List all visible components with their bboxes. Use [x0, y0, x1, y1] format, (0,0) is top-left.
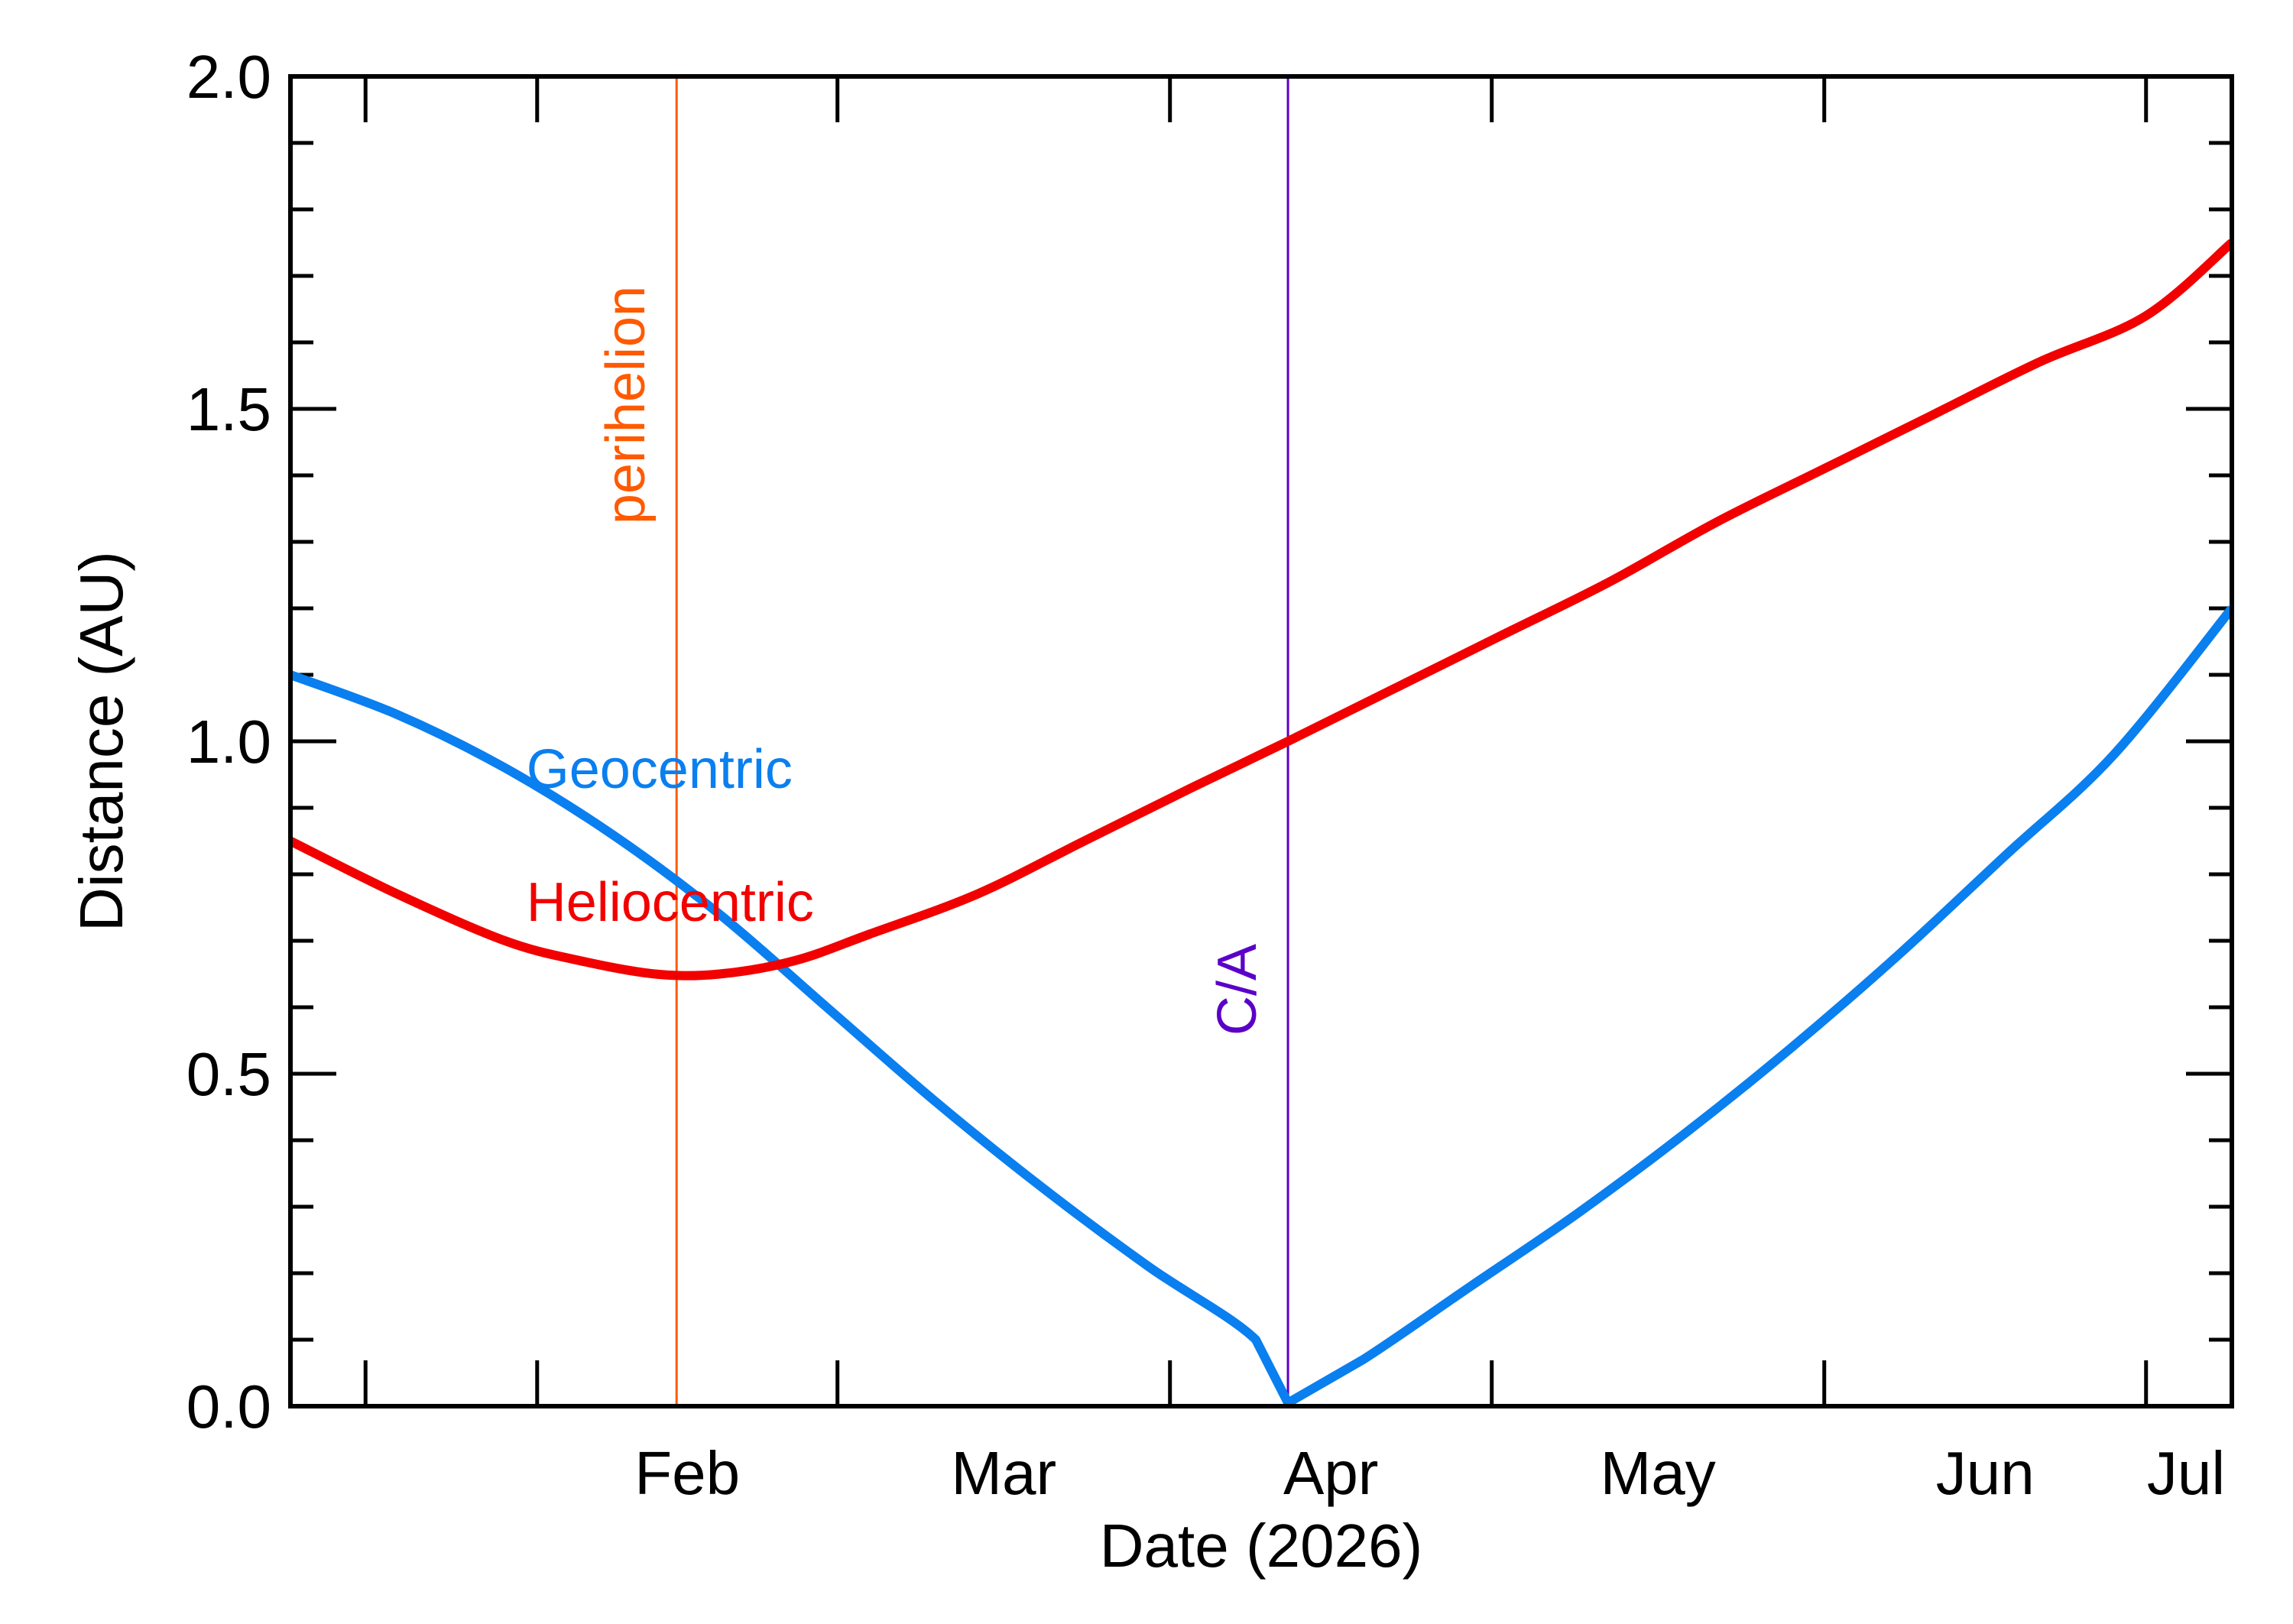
y-tick-label: 1.0 — [186, 708, 271, 776]
series-annotation: Geocentric — [527, 739, 793, 800]
x-tick-label: Jun — [1936, 1439, 2035, 1507]
x-tick-label: Apr — [1283, 1439, 1379, 1507]
series-line-heliocentric — [290, 238, 2232, 981]
x-tick-label: Mar — [951, 1439, 1056, 1507]
marker-label: C/A — [1207, 944, 1268, 1036]
x-tick-label: May — [1601, 1439, 1716, 1507]
y-tick-label: 0.0 — [186, 1373, 271, 1441]
x-axis-label: Date (2026) — [1100, 1512, 1422, 1580]
marker-label: perihelion — [595, 286, 657, 524]
y-tick-label: 1.5 — [186, 375, 271, 443]
series-lines — [290, 238, 2232, 1406]
y-axis-label: Distance (AU) — [67, 551, 135, 932]
x-tick-label: Feb — [634, 1439, 740, 1507]
plot-frame — [288, 74, 2234, 1408]
y-tick-label: 2.0 — [186, 43, 271, 111]
y-tick-label: 0.5 — [186, 1040, 271, 1108]
series-annotations: Geocentric Heliocentric — [527, 739, 814, 933]
x-tick-label: Jul — [2147, 1439, 2225, 1507]
minor-ticks — [290, 141, 2232, 1342]
series-line-geocentric — [290, 605, 2232, 1406]
x-tick-labels: Feb Mar Apr May Jun Jul — [634, 1439, 2225, 1507]
series-annotation: Heliocentric — [527, 872, 814, 933]
y-tick-labels: 0.0 0.5 1.0 1.5 2.0 — [186, 43, 271, 1441]
